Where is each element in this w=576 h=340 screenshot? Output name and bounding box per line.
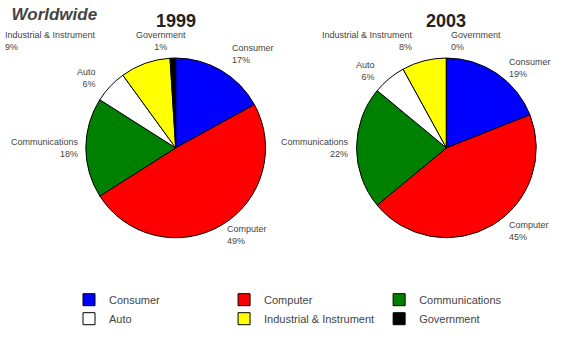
svg-text:Government1%: Government1% <box>136 30 186 52</box>
svg-text:Consumer17%: Consumer17% <box>232 43 274 65</box>
svg-text:Consumer: Consumer <box>109 294 160 306</box>
svg-text:Communications22%: Communications22% <box>281 137 349 159</box>
svg-text:1999: 1999 <box>156 11 196 31</box>
svg-text:Consumer19%: Consumer19% <box>509 57 551 79</box>
svg-text:2003: 2003 <box>426 11 466 31</box>
svg-text:Industrial & Instrument8%: Industrial & Instrument8% <box>322 30 413 52</box>
svg-text:Communications18%: Communications18% <box>11 137 79 159</box>
svg-text:Computer49%: Computer49% <box>227 224 267 246</box>
svg-text:Computer45%: Computer45% <box>509 220 549 242</box>
svg-text:Auto6%: Auto6% <box>77 67 96 89</box>
svg-text:Worldwide: Worldwide <box>12 5 98 24</box>
svg-text:Computer: Computer <box>264 294 313 306</box>
svg-text:Auto6%: Auto6% <box>356 60 375 82</box>
svg-text:Auto: Auto <box>109 313 132 325</box>
svg-text:Government0%: Government0% <box>451 30 501 52</box>
svg-text:Communications: Communications <box>419 294 501 306</box>
svg-text:Industrial & Instrument9%: Industrial & Instrument9% <box>5 30 96 52</box>
svg-text:Industrial & Instrument: Industrial & Instrument <box>264 313 374 325</box>
svg-text:Government: Government <box>419 313 480 325</box>
